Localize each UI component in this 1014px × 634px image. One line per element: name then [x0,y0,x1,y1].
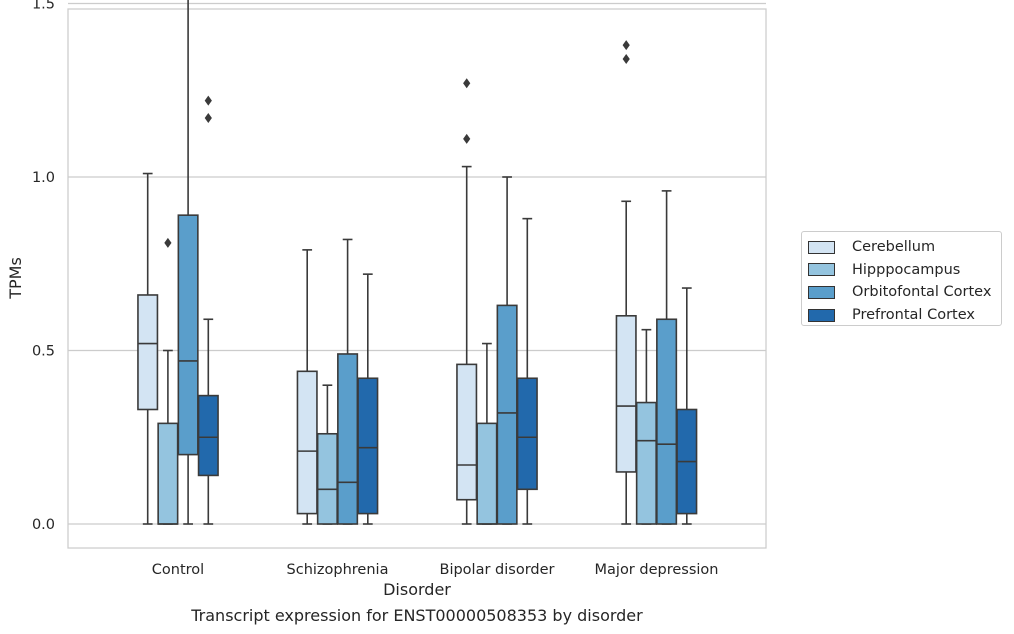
x-axis-ticks: Control Schizophrenia Bipolar disorder Majo… [152,562,719,578]
box [476,342,498,525]
legend-label: Hipppocampus [852,261,961,278]
x-tick-label: Major depression [595,562,719,578]
x-tick-label: Schizophrenia [287,562,389,578]
figure-caption: Transcript expression for ENST0000050835… [191,606,643,625]
box-body [635,401,657,525]
outlier-point [463,78,471,89]
legend: Cerebellum Hipppocampus Orbitofontal Cor… [801,231,1002,326]
box [676,287,698,525]
y-tick-label: 1.0 [32,170,55,186]
box [516,217,538,525]
box-body [615,314,637,473]
box [357,273,379,525]
y-tick-label: 1.5 [32,0,55,13]
box-groups [137,0,698,525]
legend-label: Orbitofontal Cortex [852,284,992,301]
box-body [516,377,538,491]
box [177,0,199,525]
outlier-point [164,237,172,248]
box [615,40,637,525]
box [456,78,478,525]
box [197,95,219,525]
legend-item-prefrontal-cortex: Prefrontal Cortex [808,304,1001,327]
outlier-point [622,54,630,65]
outlier-point [463,133,471,144]
y-axis-label: TPMs [6,257,25,300]
legend-item-hippocampus: Hipppocampus [808,259,1001,282]
box-body [197,394,219,477]
outlier-point [622,40,630,51]
legend-label: Prefrontal Cortex [852,307,975,324]
box [157,237,179,525]
y-axis-ticks: 0.00.51.01.52.02.5 [32,0,55,533]
box-body [496,304,518,525]
box [137,172,159,525]
legend-item-orbitofrontal-cortex: Orbitofontal Cortex [808,281,1001,304]
outlier-point [204,113,212,124]
box-body [476,422,498,525]
x-tick-label: Bipolar disorder [440,562,555,578]
x-axis-label: Disorder [383,580,451,599]
legend-swatch-cerebellum [808,240,835,254]
box-body [296,370,318,515]
y-tick-label: 0.5 [32,344,55,360]
box-body [137,294,159,411]
legend-label: Cerebellum [852,239,936,256]
x-tick-label: Control [152,562,204,578]
box-body [357,377,379,515]
legend-swatch-prefrontal-cortex [808,308,835,322]
box [296,249,318,525]
legend-item-cerebellum: Cerebellum [808,236,1001,259]
box-body [456,363,478,501]
box-body [337,353,359,525]
box [656,190,678,525]
y-tick-label: 0.0 [32,517,55,533]
legend-swatch-hippocampus [808,263,835,277]
box-body [177,214,199,456]
outlier-point [204,95,212,106]
box-body [157,422,179,525]
box-body [316,432,338,525]
box [635,328,657,525]
legend-swatch-orbitofrontal-cortex [808,285,835,299]
box-body [656,318,678,525]
